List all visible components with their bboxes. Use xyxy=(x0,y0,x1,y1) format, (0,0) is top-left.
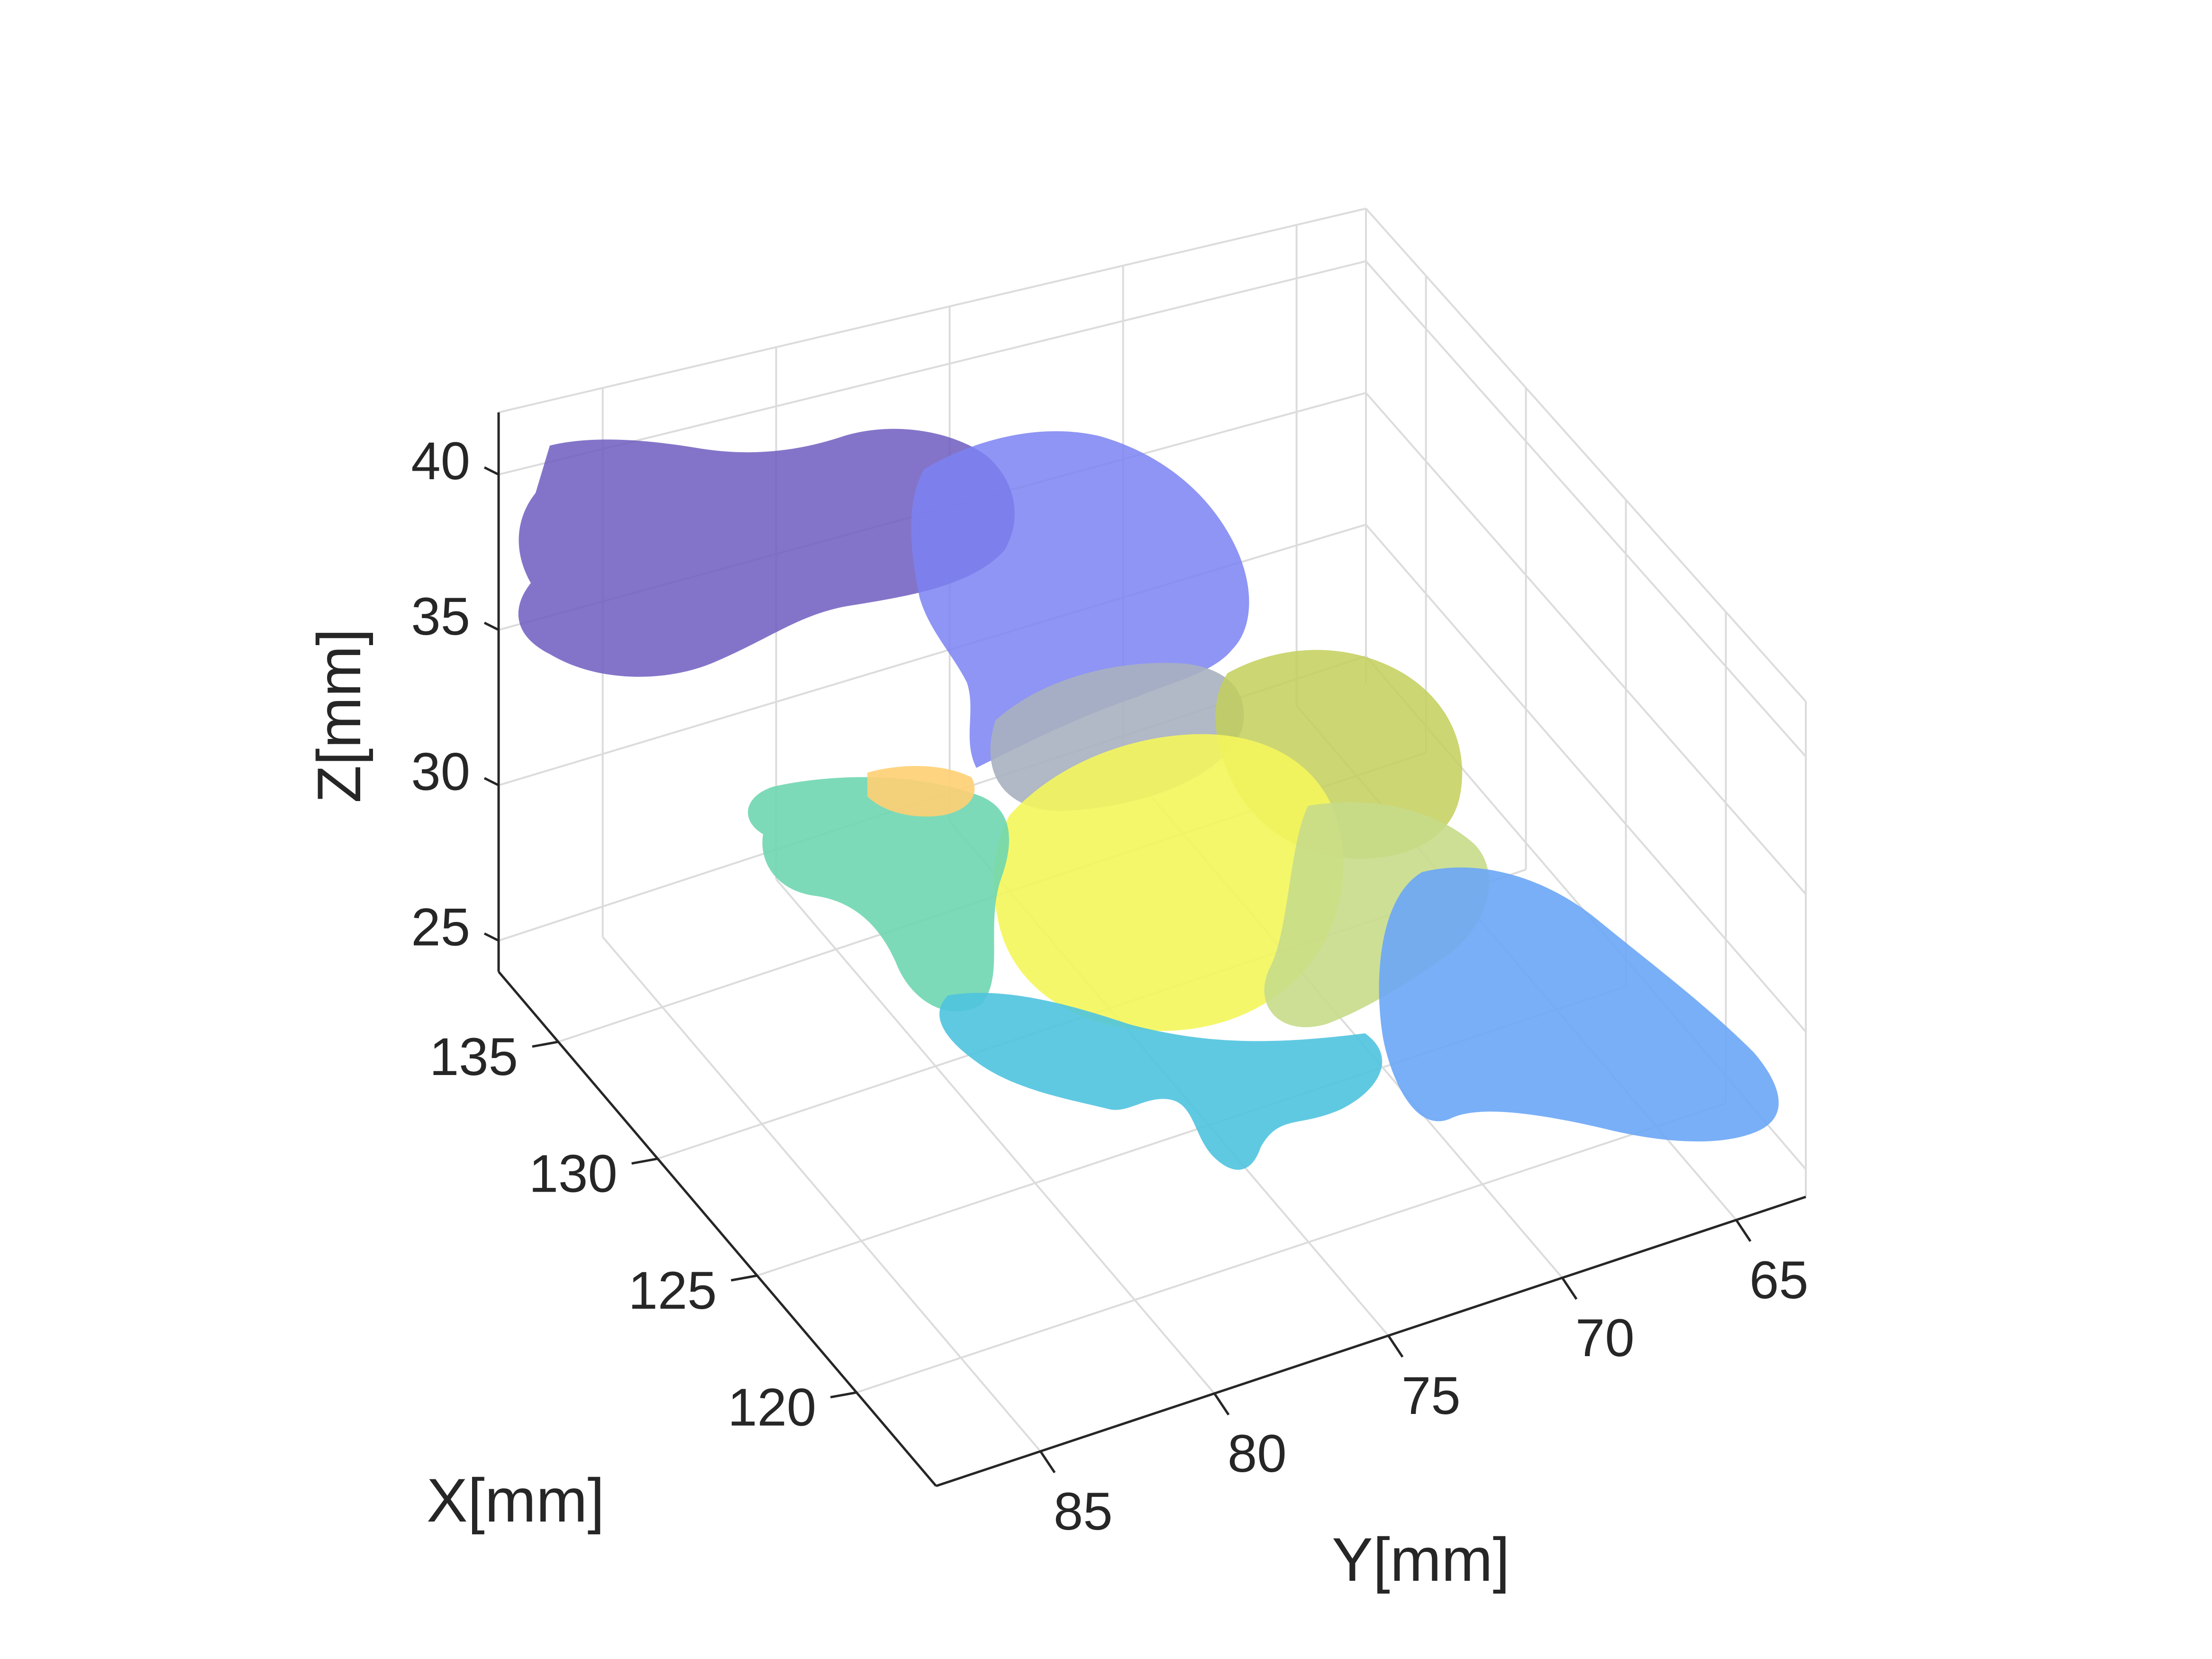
y-tick-label: 65 xyxy=(1749,1250,1809,1310)
grid-line-y xyxy=(775,878,1215,1395)
surface-center-yellow xyxy=(993,734,1344,1031)
x-axis-line xyxy=(498,971,937,1487)
grid-line-x xyxy=(856,1102,1726,1394)
surface-right-blue xyxy=(1379,867,1779,1142)
z-axis-label: Z[mm] xyxy=(304,629,373,803)
y-tick-mark xyxy=(1735,1219,1752,1242)
surface-upper-left xyxy=(518,428,1015,677)
y-tick-label: 80 xyxy=(1228,1424,1287,1483)
z-tick-mark xyxy=(483,932,500,942)
x-tick-label: 120 xyxy=(728,1378,816,1437)
z-tick-mark xyxy=(483,777,500,786)
surfaces xyxy=(518,428,1779,1170)
y-axis-label: Y[mm] xyxy=(1332,1525,1510,1594)
x-axis-label: X[mm] xyxy=(427,1466,605,1535)
grid-line-wall-z2 xyxy=(1365,260,1807,757)
surface-right-pale xyxy=(1264,802,1489,1028)
x-tick-mark xyxy=(532,1040,559,1048)
grid-edge xyxy=(498,208,1366,413)
z-tick-label: 40 xyxy=(411,431,470,491)
y-tick-mark xyxy=(1039,1450,1056,1474)
surface-bottom-cyan xyxy=(939,993,1383,1170)
y-tick-label: 75 xyxy=(1402,1366,1461,1425)
x-tick-mark xyxy=(631,1158,658,1165)
y-tick-label: 70 xyxy=(1575,1308,1635,1367)
grid-edge xyxy=(1365,208,1807,702)
z-tick-label: 35 xyxy=(411,587,470,646)
x-tick-label: 125 xyxy=(628,1261,717,1320)
z-tick-label: 25 xyxy=(411,897,470,957)
y-axis-line xyxy=(936,1195,1806,1487)
surface-orange-patch xyxy=(867,766,975,817)
axes xyxy=(483,412,1806,1487)
z-tick-mark xyxy=(483,621,500,631)
x-tick-mark xyxy=(830,1391,857,1399)
x-tick-label: 135 xyxy=(429,1027,518,1086)
grid-line-wall-z xyxy=(498,260,1366,476)
grid-line-y xyxy=(602,936,1041,1452)
grid-line-wall-z2 xyxy=(1365,524,1807,1032)
y-tick-label: 85 xyxy=(1054,1482,1113,1541)
y-tick-mark xyxy=(1387,1335,1404,1358)
y-tick-mark xyxy=(1213,1393,1230,1416)
y-tick-mark xyxy=(1561,1277,1578,1300)
x-tick-mark xyxy=(730,1274,757,1282)
grid-line-wall-z2 xyxy=(1365,392,1807,895)
surface-left-teal xyxy=(747,777,1010,1012)
x-tick-label: 130 xyxy=(529,1144,618,1203)
z-tick-label: 30 xyxy=(411,742,470,802)
z-tick-mark xyxy=(483,466,500,476)
